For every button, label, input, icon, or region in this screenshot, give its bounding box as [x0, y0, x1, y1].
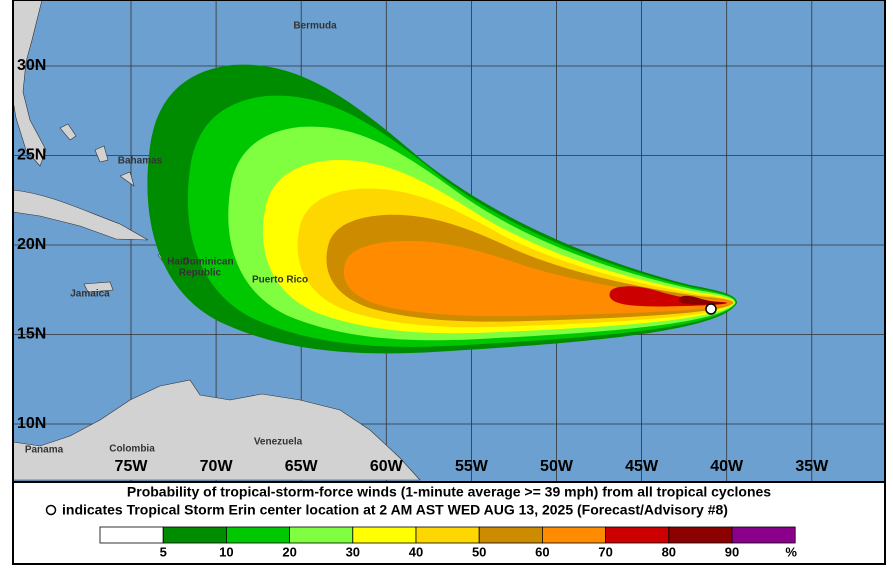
- legend-label: 60: [535, 544, 549, 559]
- legend-unit: %: [785, 544, 797, 559]
- lat-label: 15N: [17, 326, 46, 343]
- probability-swath: [147, 64, 737, 354]
- legend-swatch: [731, 526, 796, 544]
- legend-swatch: [478, 526, 543, 544]
- caption-line2: indicates Tropical Storm Erin center loc…: [62, 502, 728, 518]
- place-label: Bahamas: [118, 156, 163, 167]
- legend-label: 20: [282, 544, 296, 559]
- lon-label: 70W: [200, 458, 234, 475]
- lon-label: 35W: [795, 458, 829, 475]
- lon-label: 50W: [540, 458, 574, 475]
- place-label: Republic: [179, 268, 222, 279]
- lon-label: 55W: [455, 458, 489, 475]
- legend-label: 5: [160, 544, 167, 559]
- legend-swatch: [289, 526, 354, 544]
- lat-label: 30N: [17, 57, 46, 74]
- lon-label: 40W: [710, 458, 744, 475]
- legend-label: 90: [725, 544, 739, 559]
- lat-label: 20N: [17, 236, 46, 253]
- legend-label: 70: [598, 544, 612, 559]
- legend-swatch: [225, 526, 290, 544]
- legend-swatch: [542, 526, 607, 544]
- legend-swatch: [99, 526, 164, 544]
- place-label: Haiti: [167, 257, 189, 268]
- place-label: Panama: [25, 445, 64, 456]
- place-label: Dominican: [182, 257, 233, 268]
- lon-label: 65W: [285, 458, 319, 475]
- lat-label: 10N: [17, 415, 46, 432]
- place-label: Puerto Rico: [252, 275, 308, 286]
- legend-swatch: [668, 526, 733, 544]
- caption-line1: Probability of tropical-storm-force wind…: [127, 484, 771, 500]
- lon-label: 60W: [370, 458, 404, 475]
- legend-swatch: [415, 526, 480, 544]
- legend-swatch: [605, 526, 670, 544]
- legend-label: 10: [219, 544, 233, 559]
- place-label: Bermuda: [293, 21, 337, 32]
- legend-swatch: [162, 526, 227, 544]
- caption-panel: [12, 481, 886, 565]
- lat-label: 25N: [17, 147, 46, 164]
- lon-label: 45W: [625, 458, 659, 475]
- legend-swatch: [352, 526, 417, 544]
- swath-band: [678, 295, 726, 305]
- storm-symbol: [45, 504, 57, 516]
- legend-label: 40: [409, 544, 423, 559]
- legend: 5 10 20 30 40 50 60 70 80 90%: [99, 526, 797, 559]
- place-label: Jamaica: [70, 289, 110, 300]
- storm-center: [705, 303, 717, 315]
- place-label: Venezuela: [254, 437, 303, 448]
- legend-label: 80: [662, 544, 676, 559]
- place-label: Colombia: [109, 444, 155, 455]
- legend-label: 50: [472, 544, 486, 559]
- legend-label: 30: [346, 544, 360, 559]
- lon-label: 75W: [115, 458, 149, 475]
- map-labels: 30N 25N 20N 15N 10N 75W 70W 65W 60W 55W 50W 45W 40W 3…: [17, 21, 829, 476]
- frame: [12, 0, 886, 565]
